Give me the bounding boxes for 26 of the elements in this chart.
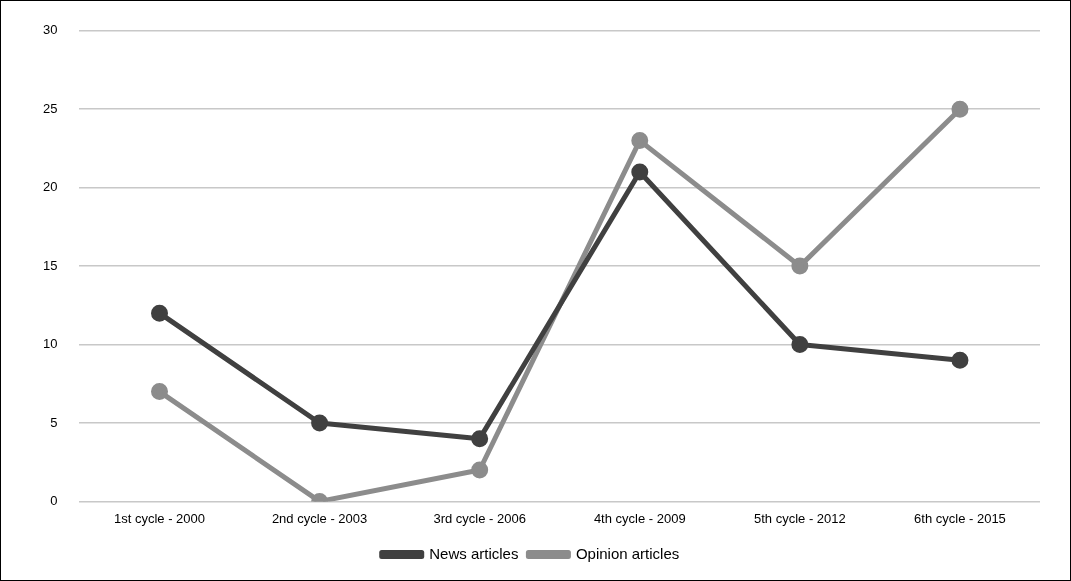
point bbox=[151, 383, 169, 401]
point bbox=[791, 257, 809, 275]
x-tick-label: 2nd cycle - 2003 bbox=[271, 510, 368, 526]
point bbox=[471, 461, 489, 479]
point bbox=[951, 100, 969, 118]
x-tick-label: 6th cycle - 2015 bbox=[914, 510, 1006, 526]
y-tick-label: 30 bbox=[42, 22, 58, 38]
y-tick-label: 20 bbox=[42, 179, 58, 195]
x-tick-label: 3rd cycle - 2006 bbox=[433, 510, 526, 526]
point bbox=[631, 163, 649, 181]
y-tick-label: 5 bbox=[50, 414, 58, 430]
point bbox=[151, 304, 169, 322]
y-tick-label: 25 bbox=[42, 100, 58, 116]
legend-label: Opinion articles bbox=[575, 544, 680, 562]
y-tick-label: 10 bbox=[42, 336, 58, 352]
point bbox=[951, 351, 969, 369]
point bbox=[311, 414, 329, 432]
y-tick-label: 15 bbox=[42, 257, 58, 273]
y-tick-label: 0 bbox=[50, 492, 58, 508]
x-tick-label: 4th cycle - 2009 bbox=[593, 510, 686, 526]
point bbox=[791, 336, 809, 354]
point bbox=[631, 132, 649, 150]
x-tick-label: 1st cycle - 2000 bbox=[113, 510, 206, 526]
point bbox=[471, 430, 489, 448]
legend-label: News articles bbox=[429, 544, 519, 562]
x-tick-label: 5th cycle - 2012 bbox=[753, 510, 846, 526]
